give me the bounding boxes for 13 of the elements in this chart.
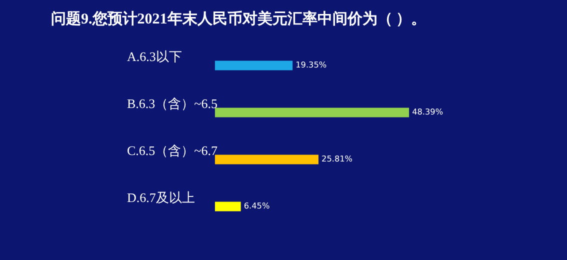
- data-label: 48.39%: [412, 106, 444, 117]
- data-label: 25.81%: [322, 154, 353, 164]
- data-label: 6.45%: [244, 200, 270, 211]
- bar: [214, 108, 410, 118]
- data-label: 19.35%: [296, 60, 327, 70]
- y-tick-label: D.6.7及以上: [127, 190, 195, 205]
- y-tick-label: C.6.5（含）~6.7: [127, 142, 218, 158]
- bar: [214, 154, 318, 164]
- bar: [214, 60, 293, 70]
- chart-title: 问题9.您预计2021年末人民币对美元汇率中间价为（ ）。: [51, 10, 426, 28]
- y-tick-label: A.6.3以下: [127, 48, 182, 64]
- bar: [214, 202, 241, 212]
- y-tick-label: B.6.3（含）~6.5: [127, 96, 218, 111]
